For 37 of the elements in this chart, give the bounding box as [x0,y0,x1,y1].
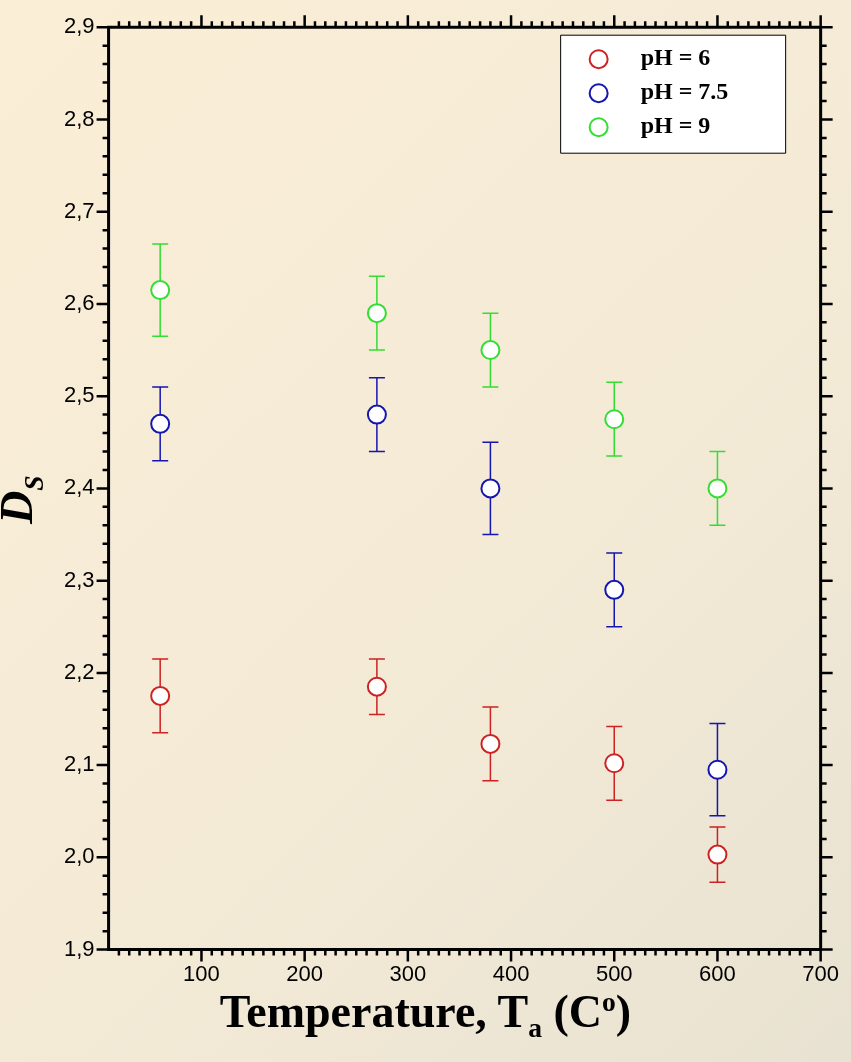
legend-label: pH = 6 [640,44,711,71]
x-tick-label: 100 [183,960,220,986]
point [366,404,387,425]
point [480,478,501,499]
point [150,280,171,301]
point [707,478,728,499]
point [480,733,501,754]
legend-label: pH = 9 [640,112,711,139]
x-tick-label: 700 [802,960,840,986]
y-tick-label: 2,4 [63,474,95,500]
point [480,340,501,361]
y-tick-label: 2,0 [63,843,95,869]
point [366,676,387,697]
legend-label: pH = 7.5 [640,78,729,105]
x-tick-label: 300 [389,960,427,986]
y-tick-label: 2,1 [63,751,95,777]
y-tick-label: 2,3 [63,566,95,592]
x-tick-label: 500 [595,960,633,986]
y-tick-label: 2,2 [63,658,95,684]
point [604,579,625,600]
x-tick-label: 200 [286,960,324,986]
x-tick-label: 400 [492,960,530,986]
y-tick-label: 2,9 [63,13,95,39]
point [707,759,728,780]
point [707,844,728,865]
y-tick-label: 2,7 [63,197,95,223]
x-tick-label: 600 [699,960,736,986]
point [604,409,625,430]
y-tick-label: 2,5 [63,382,95,408]
point [150,413,171,434]
point [366,303,387,324]
y-tick-label: 2,6 [63,289,95,315]
point [150,685,171,706]
x-axis-title: Temperature, T$_{a}$ (C$^{o}$) [218,985,633,1045]
point [604,753,625,774]
y-tick-label: 1,9 [63,935,95,961]
y-tick-label: 2,8 [63,105,95,131]
